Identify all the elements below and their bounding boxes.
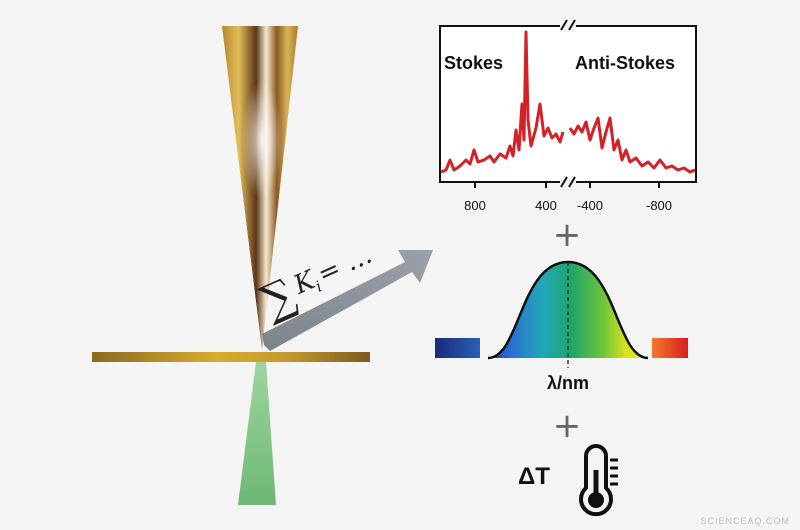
afm-tip	[222, 26, 298, 350]
spectrum-trace-antistokes	[568, 116, 696, 174]
watermark-text: SCIENCEAQ.COM	[700, 516, 790, 526]
spectrum-trace-stokes	[440, 30, 565, 174]
wavelength-axis-label: λ/nm	[547, 373, 589, 393]
tick-label-neg-800: -800	[646, 198, 672, 213]
spectrum-frame	[439, 25, 697, 183]
tick-label-800: 800	[464, 198, 486, 213]
raman-spectrum-panel: Stokes Anti-Stokes 800 400 -400 -800	[439, 19, 697, 213]
delta-t-label: ΔT	[518, 463, 550, 490]
tick-label-neg-400: -400	[577, 198, 603, 213]
plus-sign-upper: +	[553, 215, 582, 255]
tick-label-400: 400	[535, 198, 557, 213]
wavelength-gaussian: λ/nm	[435, 260, 688, 393]
plus-sign-lower: +	[553, 406, 582, 446]
temperature-change: ΔT	[518, 444, 618, 517]
laser-beam	[238, 362, 276, 505]
thermometer-icon	[579, 444, 618, 517]
red-spectrum-segment	[652, 338, 688, 358]
stokes-label: Stokes	[444, 53, 503, 73]
process-arrow	[262, 250, 433, 351]
formula-subscript: i	[313, 277, 325, 295]
anti-stokes-label: Anti-Stokes	[575, 53, 675, 73]
blue-spectrum-segment	[435, 338, 480, 358]
substrate-bar	[92, 352, 370, 362]
